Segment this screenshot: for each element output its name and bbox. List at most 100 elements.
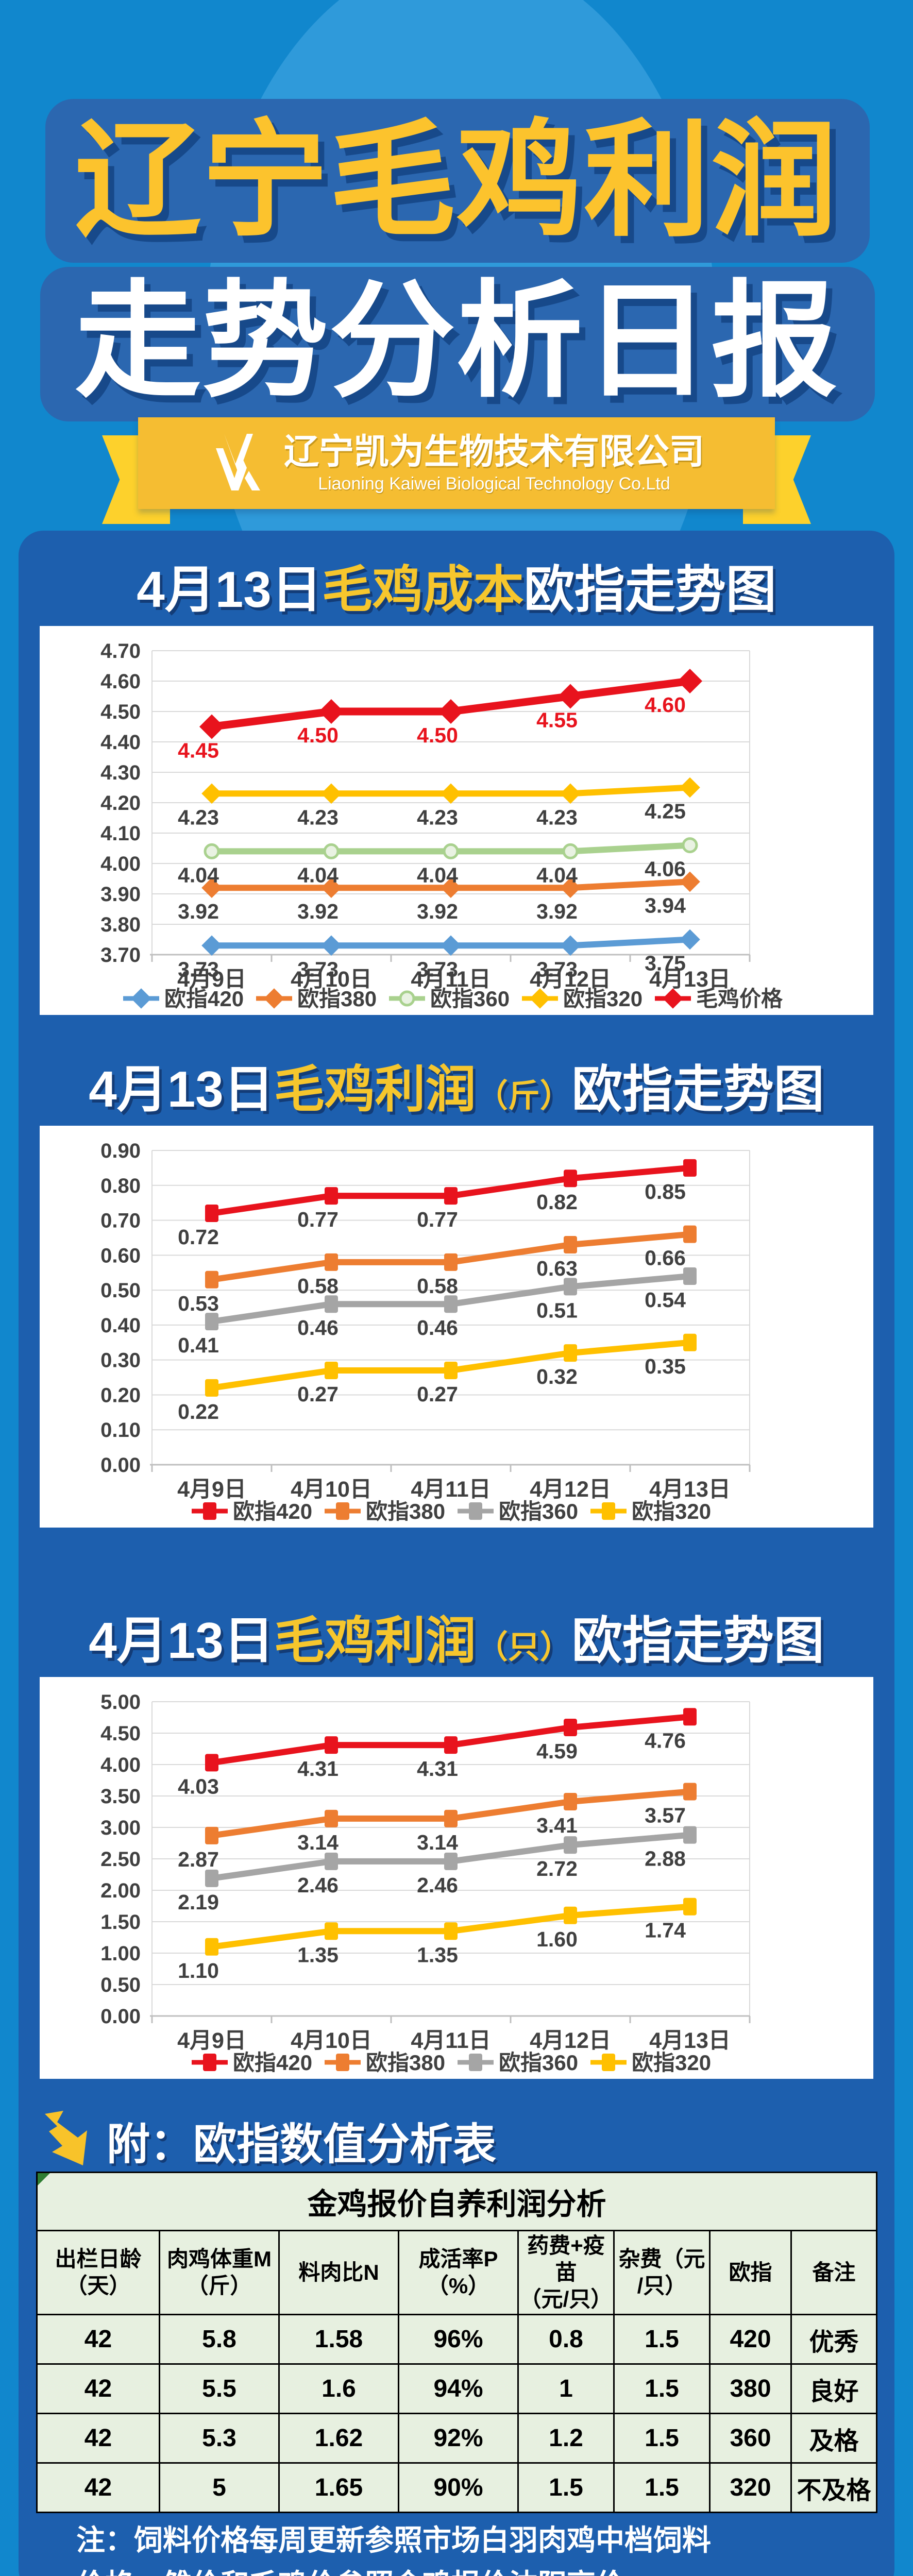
chart-1-title-suffix: 欧指走势图 xyxy=(523,561,776,618)
data-point-label: 4.03 xyxy=(178,1774,219,1798)
data-point-marker xyxy=(205,1313,218,1331)
chart-2-title-prefix: 4月13日 xyxy=(89,1061,274,1117)
data-point-label: 4.23 xyxy=(417,805,458,829)
data-point-marker xyxy=(602,1502,615,1520)
analysis-table-wrap: 金鸡报价自养利润分析 出栏日龄 （天） 肉鸡体重M （斤） 料肉比N 成活率P （%） 药费+… xyxy=(36,2172,878,2513)
series-欧指420: 0.72 0.77 0.77 0.82 0.85 xyxy=(178,1159,697,1249)
data-point-label: 0.77 xyxy=(297,1208,339,1231)
table-cell: 1.5 xyxy=(517,2462,615,2513)
data-point-marker xyxy=(203,2054,216,2071)
series-欧指320: 1.10 1.35 1.35 1.60 1.74 xyxy=(178,1897,697,1982)
legend-label: 毛鸡价格 xyxy=(696,987,783,1011)
data-point-label: 0.63 xyxy=(536,1257,578,1280)
data-point-label: 1.60 xyxy=(536,1927,578,1951)
data-point-marker xyxy=(564,1906,577,1924)
series-欧指320: 4.23 4.23 4.23 4.23 4.25 xyxy=(178,777,700,829)
data-point-marker xyxy=(325,1253,338,1271)
note-text: 注：饲料价格每周更新参照市场白羽肉鸡中档饲料 价格，雏价和毛鸡价参照金鸡报价沈阳… xyxy=(76,2518,859,2576)
table-cell: 5.5 xyxy=(159,2363,280,2414)
table-cell: 90% xyxy=(398,2462,519,2513)
table-row: 42 5.5 1.6 94% 1 1.5 380 良好 xyxy=(36,2363,878,2414)
legend-label: 欧指420 xyxy=(233,1499,312,1523)
table-cell: 92% xyxy=(398,2413,519,2464)
table-cell: 42 xyxy=(36,2363,160,2414)
data-point-label: 2.19 xyxy=(178,1890,219,1914)
data-point-marker xyxy=(682,837,698,854)
data-point-label: 3.73 xyxy=(297,957,339,981)
data-point-label: 3.57 xyxy=(645,1803,686,1827)
y-axis-tick-label: 0.90 xyxy=(100,1140,141,1162)
table-cell-euro-index: 380 xyxy=(709,2363,792,2414)
data-point-label: 1.10 xyxy=(178,1959,219,1982)
series-欧指360: 2.19 2.46 2.46 2.72 2.88 xyxy=(178,1826,697,1914)
data-point-marker xyxy=(444,1253,458,1271)
data-point-marker xyxy=(205,1754,218,1772)
chart-1-title-highlight: 毛鸡成本 xyxy=(322,561,524,618)
data-point-label: 4.04 xyxy=(536,863,578,887)
chart-3-title: 4月13日毛鸡利润（只）欧指走势图 xyxy=(0,1606,913,1682)
data-point-marker xyxy=(564,1792,577,1810)
data-point-label: 0.51 xyxy=(536,1298,578,1322)
legend-label: 欧指360 xyxy=(430,987,510,1011)
data-point-label: 0.66 xyxy=(645,1246,686,1270)
y-axis-tick-label: 0.60 xyxy=(100,1244,141,1267)
data-point-marker xyxy=(203,1502,216,1520)
table-cell-euro-index: 320 xyxy=(709,2462,792,2513)
table-cell: 5.3 xyxy=(159,2413,280,2464)
table-cell-euro-index: 360 xyxy=(709,2413,792,2464)
data-point-marker xyxy=(321,935,342,956)
chart-1-title-prefix: 4月13日 xyxy=(137,561,322,618)
data-point-label: 0.22 xyxy=(178,1400,219,1423)
table-row: 42 5.8 1.58 96% 0.8 1.5 420 优秀 xyxy=(36,2314,878,2365)
x-axis-category-label: 4月13日 xyxy=(649,2028,731,2053)
legend-label: 欧指420 xyxy=(164,987,244,1011)
poster-title-line2: 走势分析日报 xyxy=(75,270,838,412)
x-axis-category-label: 4月12日 xyxy=(530,1477,611,1502)
gridlines: 0.00 0.50 1.00 1.50 2.00 2.50 3.00 3.50 4.00 4.50… xyxy=(100,1691,750,2028)
legend: 欧指420 欧指380 欧指360 欧指320 xyxy=(192,2050,711,2075)
y-axis-tick-label: 1.00 xyxy=(100,1942,141,1965)
legend-label: 欧指360 xyxy=(499,2050,578,2075)
data-point-label: 0.77 xyxy=(417,1208,458,1231)
data-point-marker xyxy=(441,877,461,898)
data-point-marker xyxy=(201,783,222,804)
data-point-label: 0.85 xyxy=(645,1180,686,1204)
company-name-en: Liaoning Kaiwei Biological Technology Co… xyxy=(318,474,670,494)
data-point-marker xyxy=(325,1187,338,1205)
data-point-label: 0.58 xyxy=(297,1274,339,1298)
chart-2-title-unit: （斤） xyxy=(476,1078,572,1114)
table-cell: 0.8 xyxy=(517,2314,615,2365)
table-column-header: 出栏日龄 （天） xyxy=(36,2230,160,2315)
table-column-header: 成活率P （%） xyxy=(398,2230,519,2315)
data-point-marker xyxy=(564,1278,577,1296)
data-point-marker xyxy=(560,877,581,898)
y-axis-tick-label: 2.00 xyxy=(100,1879,141,1902)
table-column-header: 杂费（元/只） xyxy=(613,2230,711,2315)
data-point-label: 4.04 xyxy=(178,863,219,887)
table-section-heading-text: 附：欧指数值分析表 xyxy=(107,2120,497,2168)
table-title: 金鸡报价自养利润分析 xyxy=(36,2172,878,2231)
data-point-marker xyxy=(680,777,700,798)
data-point-marker xyxy=(444,1922,458,1940)
table-title-row: 金鸡报价自养利润分析 xyxy=(36,2172,878,2231)
data-point-marker xyxy=(441,935,461,956)
data-point-label: 3.92 xyxy=(536,900,578,923)
y-axis-tick-label: 4.00 xyxy=(100,853,141,875)
data-point-label: 2.87 xyxy=(178,1848,219,1871)
table-cell: 优秀 xyxy=(790,2314,878,2365)
data-point-label: 4.55 xyxy=(536,708,578,732)
data-point-marker xyxy=(443,843,459,859)
legend: 欧指420 欧指380 欧指360 欧指320 xyxy=(192,1499,711,1523)
analysis-table: 金鸡报价自养利润分析 出栏日龄 （天） 肉鸡体重M （斤） 料肉比N 成活率P （%） 药费+… xyxy=(36,2172,878,2513)
data-point-label: 0.82 xyxy=(536,1190,578,1214)
data-point-marker xyxy=(325,1809,338,1827)
data-point-label: 0.27 xyxy=(417,1382,458,1406)
y-axis-tick-label: 0.80 xyxy=(100,1175,141,1197)
data-point-marker xyxy=(564,1344,577,1362)
data-point-marker xyxy=(441,783,461,804)
x-axis-category-label: 4月9日 xyxy=(177,967,246,992)
data-point-marker xyxy=(321,783,342,804)
poster-title-line1: 辽宁毛鸡利润 xyxy=(75,110,838,251)
x-axis-category-label: 4月12日 xyxy=(530,967,611,992)
